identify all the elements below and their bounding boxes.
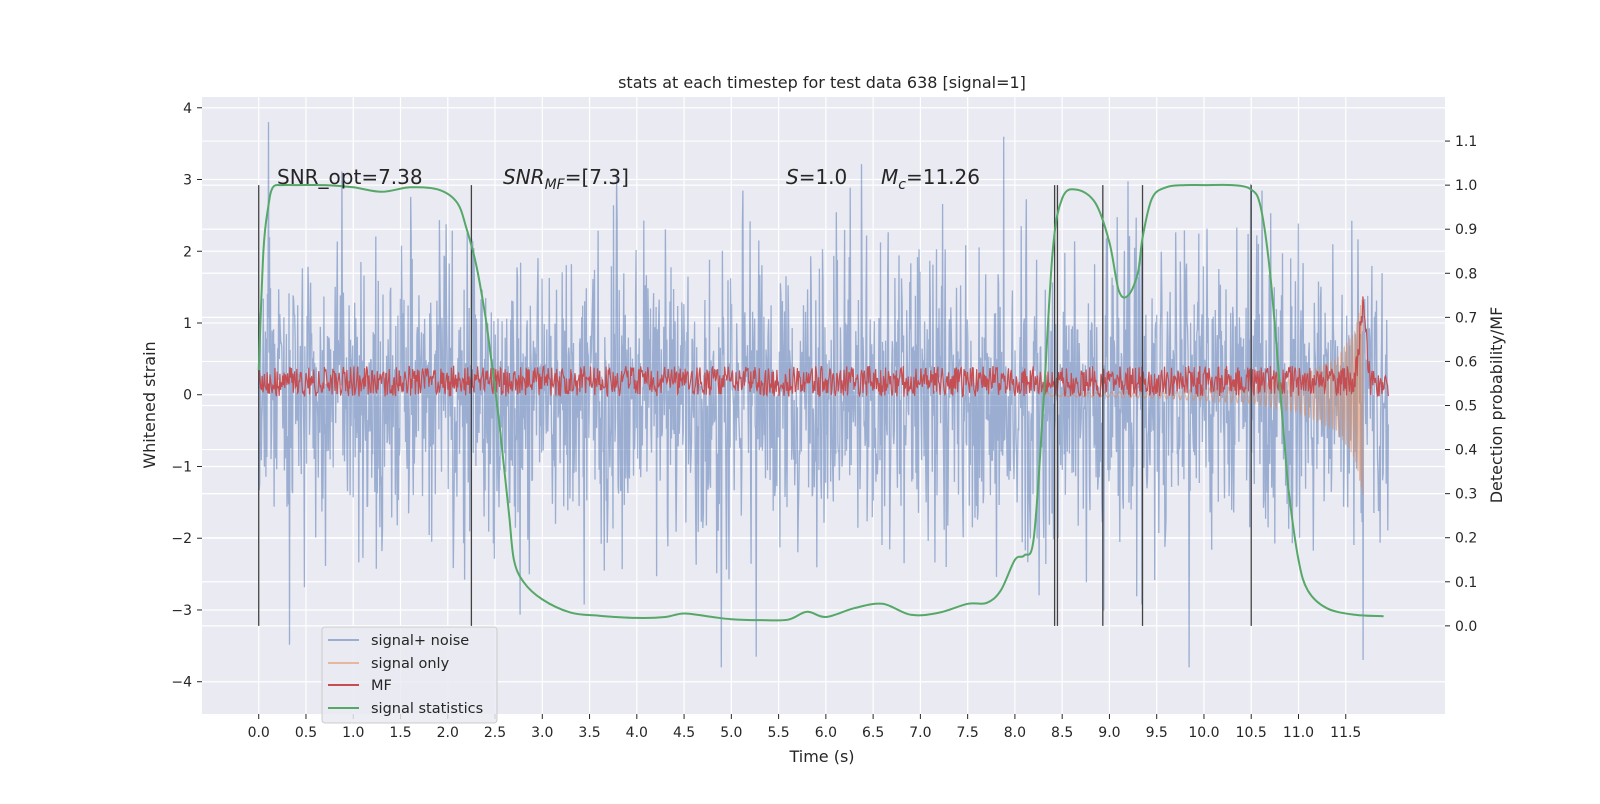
x-tick-label: 9.5 <box>1146 725 1168 741</box>
annotation-snr-mf-value: =[7.3] <box>565 165 629 189</box>
x-tick-label: 3.0 <box>531 725 553 741</box>
x-tick-label: 6.0 <box>815 725 837 741</box>
annotation-s-symbol: S <box>786 165 799 189</box>
y-right-tick-label: 0.7 <box>1455 310 1477 326</box>
x-tick-label: 8.0 <box>1004 725 1026 741</box>
plot-content <box>257 122 1389 668</box>
vertical-markers <box>258 185 1252 626</box>
y-left-tick-label: 3 <box>183 173 192 189</box>
y-axis-left-label: Whitened strain <box>140 341 159 468</box>
y-left-tick-label: −1 <box>171 459 192 475</box>
legend-box <box>321 626 498 724</box>
annotation-mc: Mc=11.26 <box>881 165 980 193</box>
x-axis-label: Time (s) <box>788 747 854 766</box>
legend-label-signal-statistics: signal statistics <box>371 701 483 717</box>
y-axis-right-label: Detection probability/MF <box>1487 307 1506 504</box>
x-tick-label: 5.0 <box>720 725 742 741</box>
signal-noise-line <box>258 122 1389 668</box>
annotation-mc-symbol: M <box>881 165 898 189</box>
legend-label-mf: MF <box>371 678 392 694</box>
y-left-tick-label: −2 <box>171 531 192 547</box>
y-right-tick-label: 0.8 <box>1455 266 1477 282</box>
annotation-mc-sub: c <box>898 177 906 193</box>
x-tick-label: 11.0 <box>1283 725 1314 741</box>
annotation-s-value: =1.0 <box>799 165 848 189</box>
x-tick-label: 7.0 <box>909 725 931 741</box>
annotation-s: S=1.0 <box>786 165 847 189</box>
x-tick-label: 5.5 <box>767 725 789 741</box>
x-tick-label: 6.5 <box>862 725 884 741</box>
annotation-mc-value: =11.26 <box>906 165 980 189</box>
x-tick-label: 7.5 <box>957 725 979 741</box>
x-tick-label: 9.0 <box>1098 725 1120 741</box>
y-right-tick-label: 1.0 <box>1455 178 1477 194</box>
annotation-snr-mf-base: SNR <box>503 165 545 189</box>
y-left-tick-label: 2 <box>183 244 192 260</box>
legend-label-signal-noise: signal+ noise <box>371 633 469 649</box>
y-left-tick-label: 1 <box>183 316 192 332</box>
y-right-tick-label: 0.4 <box>1455 443 1477 459</box>
signal-statistics-line <box>257 183 1384 622</box>
y-right-tick-label: 0.1 <box>1455 575 1477 591</box>
x-tick-label: 0.0 <box>248 725 270 741</box>
legend-label-signal-only: signal only <box>371 656 450 672</box>
y-left-tick-label: −4 <box>171 675 192 691</box>
y-right-tick-label: 0.2 <box>1455 531 1477 547</box>
x-tick-label: 10.0 <box>1188 725 1219 741</box>
x-tick-label: 3.5 <box>578 725 600 741</box>
annotation-snr-mf: SNRMF=[7.3] <box>503 165 629 193</box>
mf-line <box>258 296 1389 398</box>
x-tick-label: 8.5 <box>1051 725 1073 741</box>
annotation-snr-opt: SNR_opt=7.38 <box>277 165 423 189</box>
x-tick-label: 2.0 <box>437 725 459 741</box>
y-axis-right: 0.0 0.1 0.2 0.3 0.4 0.5 0.6 0.7 0.8 0.9 1.0 1.1 <box>1445 134 1477 635</box>
x-tick-label: 11.5 <box>1330 725 1361 741</box>
x-axis: 0.0 0.5 1.0 1.5 2.0 2.5 3.0 3.5 4.0 4.5 5.0 5.5 6.0 6… <box>248 714 1361 741</box>
y-axis-left: −4 −3 −2 −1 0 1 2 3 4 <box>171 101 202 691</box>
y-right-tick-label: 0.3 <box>1455 487 1477 503</box>
y-right-tick-label: 0.9 <box>1455 222 1477 238</box>
y-right-tick-label: 0.0 <box>1455 619 1477 635</box>
y-right-tick-label: 0.6 <box>1455 354 1477 370</box>
y-left-tick-label: 4 <box>183 101 192 117</box>
x-tick-label: 4.5 <box>673 725 695 741</box>
mf-series <box>258 296 1389 398</box>
annotation-snr-mf-sub: MF <box>545 177 566 193</box>
x-tick-label: 1.5 <box>389 725 411 741</box>
x-tick-label: 1.0 <box>342 725 364 741</box>
chart-title: stats at each timestep for test data 638… <box>618 73 1026 92</box>
signal-statistics-series <box>257 183 1384 622</box>
y-right-tick-label: 0.5 <box>1455 399 1477 415</box>
y-left-tick-label: −3 <box>171 603 192 619</box>
y-left-tick-label: 0 <box>183 388 192 404</box>
legend: signal+ noise signal only MF signal stat… <box>321 626 498 724</box>
x-tick-label: 0.5 <box>295 725 317 741</box>
x-tick-label: 2.5 <box>484 725 506 741</box>
signal-noise-series <box>258 122 1389 668</box>
x-tick-label: 10.5 <box>1236 725 1267 741</box>
x-tick-label: 4.0 <box>626 725 648 741</box>
y-right-tick-label: 1.1 <box>1455 134 1477 150</box>
